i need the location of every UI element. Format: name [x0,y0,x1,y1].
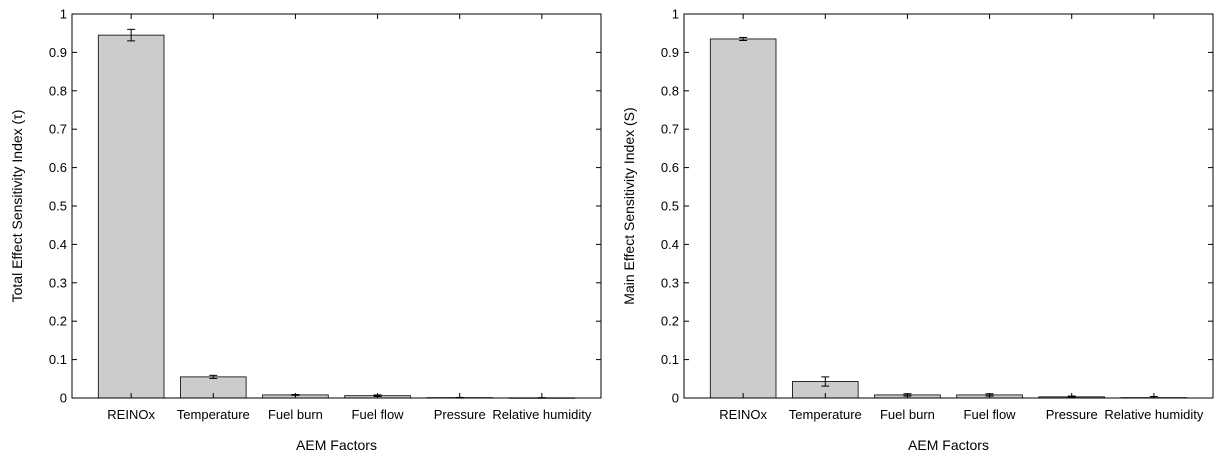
y-tick-label: 0.2 [661,314,679,329]
y-axis-label: Total Effect Sensitivity Index (τ) [9,110,25,303]
y-tick-label: 0.9 [49,45,67,60]
x-tick-label: Fuel burn [268,407,323,422]
y-tick-label: 0.3 [661,275,679,290]
x-tick-label: Fuel burn [880,407,935,422]
x-axis-label: AEM Factors [908,437,989,453]
y-tick-label: 0.1 [49,352,67,367]
y-tick-label: 0.1 [661,352,679,367]
x-tick-label: Relative humidity [492,407,591,422]
y-tick-label: 0 [60,391,67,406]
x-tick-label: Temperature [177,407,250,422]
x-tick-label: REINOx [719,407,767,422]
x-tick-label: Fuel flow [352,407,405,422]
y-tick-label: 0.3 [49,275,67,290]
x-tick-label: Fuel flow [964,407,1017,422]
y-tick-label: 0.5 [661,199,679,214]
error-bar-1 [127,28,136,42]
error-bar-2 [209,374,218,379]
bar-1 [97,34,165,399]
y-tick-label: 0.6 [661,160,679,175]
y-tick-label: 0 [672,391,679,406]
y-axis-label: Main Effect Sensitivity Index (S) [621,107,637,304]
error-bar-2 [821,376,830,387]
x-tick-label: REINOx [107,407,155,422]
y-tick-label: 0.8 [49,83,67,98]
y-tick-label: 0.4 [49,237,67,252]
y-tick-label: 1 [60,7,67,22]
y-tick-label: 0.6 [49,160,67,175]
error-bar-1 [739,36,748,41]
y-tick-label: 1 [672,7,679,22]
y-tick-label: 0.2 [49,314,67,329]
x-tick-label: Relative humidity [1104,407,1203,422]
bar-1 [709,38,777,399]
y-tick-label: 0.7 [49,122,67,137]
x-tick-label: Pressure [434,407,486,422]
x-tick-label: Temperature [789,407,862,422]
chart-panel-1: 0 0.1 0.2 0.3 0.4 0.5 0.6 0.7 0.8 0.9 1 REINOx Tempe… [9,7,602,453]
y-tick-label: 0.4 [661,237,679,252]
y-tick-label: 0.7 [661,122,679,137]
chart-panel-2: 0 0.1 0.2 0.3 0.4 0.5 0.6 0.7 0.8 0.9 1 REINOx Tempe… [621,7,1214,453]
y-tick-label: 0.9 [661,45,679,60]
y-tick-label: 0.8 [661,83,679,98]
x-tick-label: Pressure [1046,407,1098,422]
y-tick-label: 0.5 [49,199,67,214]
x-axis-label: AEM Factors [296,437,377,453]
